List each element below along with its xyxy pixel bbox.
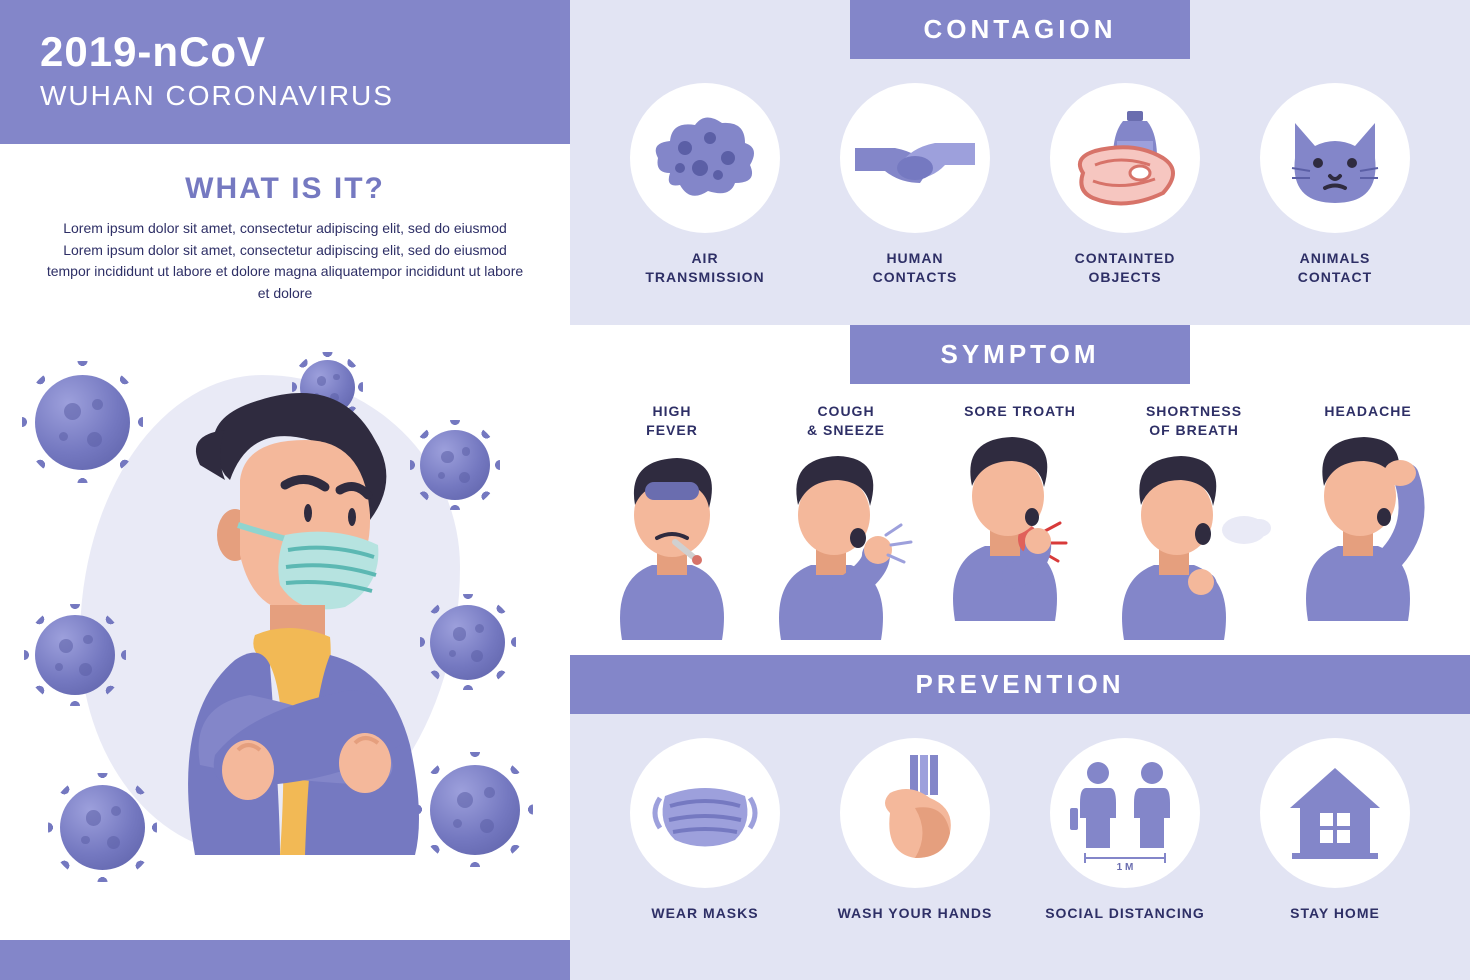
home-icon: [1260, 738, 1410, 888]
prevention-banner: PREVENTION: [570, 655, 1470, 714]
headache-icon: [1288, 431, 1448, 621]
fever-icon: [597, 450, 747, 640]
header-subtitle: WUHAN CORONAVIRUS: [40, 80, 540, 112]
symptom-throat: SORE TROATH: [935, 402, 1105, 645]
symptom-cough: COUGH & SNEEZE: [761, 402, 931, 645]
wash-icon: [840, 738, 990, 888]
intro-body: Lorem ipsum dolor sit amet, consectetur …: [45, 218, 525, 305]
distance-text: 1 M: [1117, 862, 1134, 873]
hero-illustration: [0, 315, 570, 940]
handshake-icon: [840, 83, 990, 233]
prevention-home-label: STAY HOME: [1235, 904, 1435, 923]
symptom-headache-label: HEADACHE: [1283, 402, 1453, 421]
virus-icon: [35, 375, 130, 470]
prevention-distance-label: SOCIAL DISTANCING: [1025, 904, 1225, 923]
symptom-fever: HIGH FEVER: [587, 402, 757, 645]
header-block: 2019-nCoV WUHAN CORONAVIRUS: [0, 0, 570, 144]
contagion-animals-label: ANIMALS CONTACT: [1235, 249, 1435, 287]
prevention-wash: WASH YOUR HANDS: [815, 738, 1015, 923]
prevention-home: STAY HOME: [1235, 738, 1435, 923]
symptom-row: HIGH FEVER COUGH & SNEEZE: [570, 384, 1470, 645]
infographic-container: 2019-nCoV WUHAN CORONAVIRUS WHAT IS IT? …: [0, 0, 1470, 980]
throat-icon: [940, 431, 1100, 621]
contagion-air: AIR TRANSMISSION: [605, 83, 805, 287]
symptom-throat-label: SORE TROATH: [935, 402, 1105, 421]
symptom-breath: SHORTNESS OF BREATH: [1109, 402, 1279, 645]
symptom-breath-label: SHORTNESS OF BREATH: [1109, 402, 1279, 440]
mask-icon: [630, 738, 780, 888]
prevention-row: WEAR MASKS WASH YOUR HANDS: [570, 714, 1470, 923]
virus-cloud-icon: [630, 83, 780, 233]
contagion-objects-label: CONTAINTED OBJECTS: [1025, 249, 1225, 287]
symptom-cough-label: COUGH & SNEEZE: [761, 402, 931, 440]
contagion-air-label: AIR TRANSMISSION: [605, 249, 805, 287]
cough-icon: [766, 450, 926, 640]
prevention-distance: 1 M SOCIAL DISTANCING: [1025, 738, 1225, 923]
left-footer-bar: [0, 940, 570, 980]
left-panel: 2019-nCoV WUHAN CORONAVIRUS WHAT IS IT? …: [0, 0, 570, 980]
section-symptom: SYMPTOM HIGH FEVER: [570, 325, 1470, 655]
section-prevention: PREVENTION WEAR MASKS: [570, 655, 1470, 980]
intro-block: WHAT IS IT? Lorem ipsum dolor sit amet, …: [0, 144, 570, 315]
virus-icon: [35, 615, 115, 695]
symptom-fever-label: HIGH FEVER: [587, 402, 757, 440]
distance-icon: 1 M: [1050, 738, 1200, 888]
intro-title: WHAT IS IT?: [45, 172, 525, 206]
masked-man-icon: [130, 385, 450, 865]
contagion-row: AIR TRANSMISSION HUMAN CONTACTS: [570, 59, 1470, 287]
symptom-headache: HEADACHE: [1283, 402, 1453, 645]
right-panel: CONTAGION AIR TRANSMISSION: [570, 0, 1470, 980]
breath-icon: [1109, 450, 1279, 640]
contagion-human-label: HUMAN CONTACTS: [815, 249, 1015, 287]
prevention-mask-label: WEAR MASKS: [605, 904, 805, 923]
header-title: 2019-nCoV: [40, 28, 540, 76]
prevention-mask: WEAR MASKS: [605, 738, 805, 923]
symptom-banner: SYMPTOM: [850, 325, 1190, 384]
contagion-banner: CONTAGION: [850, 0, 1190, 59]
objects-icon: [1050, 83, 1200, 233]
contagion-objects: CONTAINTED OBJECTS: [1025, 83, 1225, 287]
prevention-wash-label: WASH YOUR HANDS: [815, 904, 1015, 923]
contagion-animals: ANIMALS CONTACT: [1235, 83, 1435, 287]
section-contagion: CONTAGION AIR TRANSMISSION: [570, 0, 1470, 325]
contagion-human: HUMAN CONTACTS: [815, 83, 1015, 287]
cat-icon: [1260, 83, 1410, 233]
